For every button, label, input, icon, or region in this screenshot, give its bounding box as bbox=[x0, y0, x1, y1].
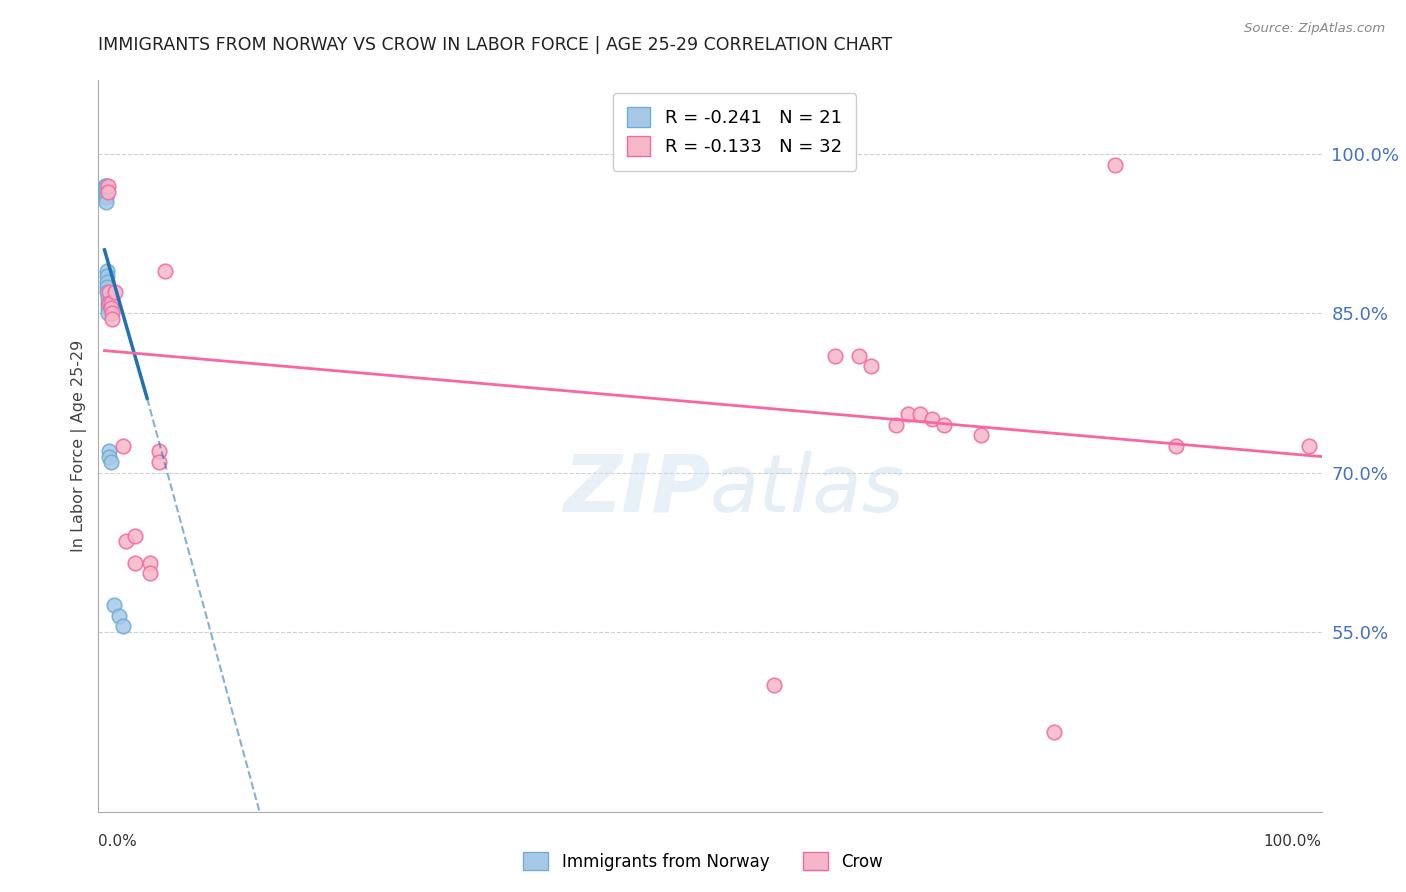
Text: Source: ZipAtlas.com: Source: ZipAtlas.com bbox=[1244, 22, 1385, 36]
Point bbox=[96, 280, 118, 294]
Point bbox=[98, 450, 121, 464]
Point bbox=[1298, 439, 1320, 453]
Point bbox=[1104, 158, 1126, 172]
Point bbox=[104, 285, 127, 300]
Point bbox=[970, 428, 993, 442]
Point bbox=[921, 412, 943, 426]
Point bbox=[824, 349, 846, 363]
Text: IMMIGRANTS FROM NORWAY VS CROW IN LABOR FORCE | AGE 25-29 CORRELATION CHART: IMMIGRANTS FROM NORWAY VS CROW IN LABOR … bbox=[98, 36, 893, 54]
Point bbox=[96, 285, 118, 300]
Legend: R = -0.241   N = 21, R = -0.133   N = 32: R = -0.241 N = 21, R = -0.133 N = 32 bbox=[613, 93, 856, 170]
Point bbox=[100, 455, 122, 469]
Point bbox=[148, 455, 170, 469]
Point bbox=[97, 301, 120, 316]
Point bbox=[124, 556, 146, 570]
Text: atlas: atlas bbox=[710, 450, 905, 529]
Point bbox=[97, 185, 120, 199]
Point bbox=[96, 264, 118, 278]
Point bbox=[148, 444, 170, 458]
Point bbox=[111, 439, 134, 453]
Point bbox=[124, 529, 146, 543]
Point bbox=[98, 285, 121, 300]
Point bbox=[94, 179, 117, 194]
Point bbox=[860, 359, 883, 374]
Point bbox=[762, 677, 785, 691]
Point bbox=[897, 407, 920, 421]
Point bbox=[101, 311, 124, 326]
Point bbox=[115, 534, 138, 549]
Point bbox=[100, 296, 122, 310]
Text: ZIP: ZIP bbox=[562, 450, 710, 529]
Legend: Immigrants from Norway, Crow: Immigrants from Norway, Crow bbox=[515, 844, 891, 880]
Text: 0.0%: 0.0% bbox=[98, 834, 138, 849]
Point bbox=[94, 185, 117, 199]
Point bbox=[97, 296, 120, 310]
Y-axis label: In Labor Force | Age 25-29: In Labor Force | Age 25-29 bbox=[72, 340, 87, 552]
Point bbox=[100, 301, 122, 316]
Point bbox=[94, 185, 117, 199]
Point bbox=[97, 306, 120, 320]
Point bbox=[138, 556, 160, 570]
Point bbox=[908, 407, 931, 421]
Point bbox=[101, 306, 124, 320]
Point bbox=[111, 619, 134, 633]
Point bbox=[98, 296, 121, 310]
Point bbox=[138, 566, 160, 581]
Point bbox=[98, 444, 121, 458]
Point bbox=[97, 291, 120, 305]
Point bbox=[848, 349, 870, 363]
Point bbox=[97, 179, 120, 194]
Point bbox=[96, 269, 118, 284]
Text: 100.0%: 100.0% bbox=[1264, 834, 1322, 849]
Point bbox=[1164, 439, 1187, 453]
Point bbox=[94, 179, 117, 194]
Point bbox=[884, 417, 907, 432]
Point bbox=[96, 275, 118, 289]
Point bbox=[155, 264, 177, 278]
Point bbox=[1043, 725, 1066, 739]
Point bbox=[934, 417, 956, 432]
Point bbox=[96, 195, 118, 210]
Point bbox=[108, 608, 131, 623]
Point bbox=[94, 190, 117, 204]
Point bbox=[103, 598, 125, 612]
